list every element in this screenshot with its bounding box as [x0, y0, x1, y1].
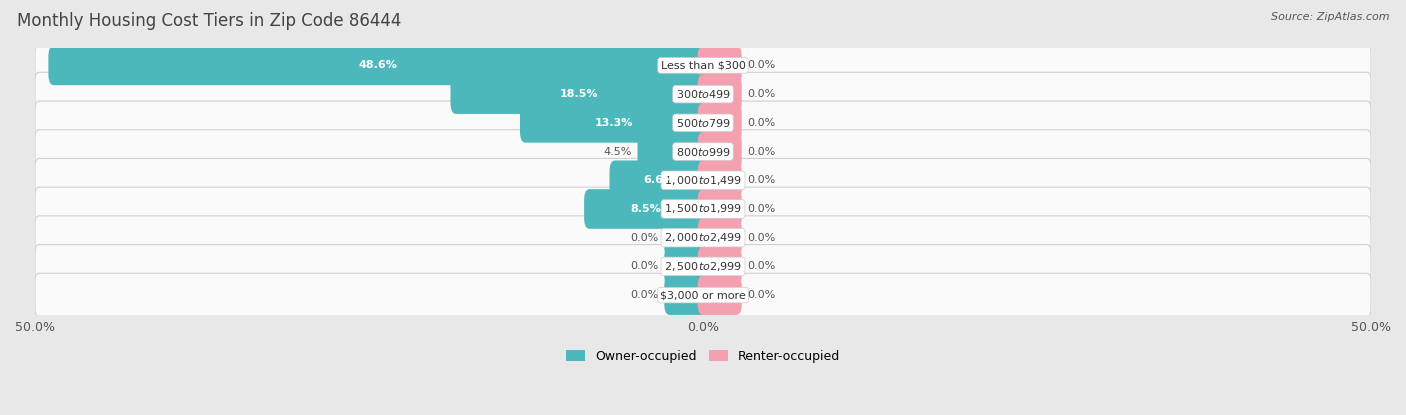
Text: 0.0%: 0.0% — [747, 175, 775, 185]
Text: $2,500 to $2,999: $2,500 to $2,999 — [664, 260, 742, 273]
FancyBboxPatch shape — [697, 161, 742, 200]
FancyBboxPatch shape — [48, 46, 709, 85]
Text: 0.0%: 0.0% — [631, 233, 659, 243]
FancyBboxPatch shape — [35, 273, 1371, 317]
Text: 0.0%: 0.0% — [747, 118, 775, 128]
FancyBboxPatch shape — [35, 159, 1371, 202]
FancyBboxPatch shape — [697, 103, 742, 143]
FancyBboxPatch shape — [697, 275, 742, 315]
FancyBboxPatch shape — [697, 218, 742, 257]
Text: 6.6%: 6.6% — [644, 175, 675, 185]
FancyBboxPatch shape — [35, 44, 1371, 87]
FancyBboxPatch shape — [450, 74, 709, 114]
Text: $2,000 to $2,499: $2,000 to $2,499 — [664, 231, 742, 244]
FancyBboxPatch shape — [35, 101, 1371, 145]
FancyBboxPatch shape — [664, 218, 709, 257]
Text: 13.3%: 13.3% — [595, 118, 633, 128]
Text: 8.5%: 8.5% — [631, 204, 662, 214]
Text: 0.0%: 0.0% — [747, 146, 775, 156]
FancyBboxPatch shape — [664, 247, 709, 286]
FancyBboxPatch shape — [35, 187, 1371, 231]
Text: 0.0%: 0.0% — [747, 233, 775, 243]
FancyBboxPatch shape — [583, 189, 709, 229]
Text: 0.0%: 0.0% — [747, 261, 775, 271]
Text: 18.5%: 18.5% — [560, 89, 599, 99]
Legend: Owner-occupied, Renter-occupied: Owner-occupied, Renter-occupied — [561, 345, 845, 368]
Text: Monthly Housing Cost Tiers in Zip Code 86444: Monthly Housing Cost Tiers in Zip Code 8… — [17, 12, 401, 30]
Text: $500 to $799: $500 to $799 — [675, 117, 731, 129]
Text: 0.0%: 0.0% — [631, 261, 659, 271]
FancyBboxPatch shape — [664, 275, 709, 315]
Text: Less than $300: Less than $300 — [661, 61, 745, 71]
Text: $800 to $999: $800 to $999 — [675, 146, 731, 158]
FancyBboxPatch shape — [35, 216, 1371, 259]
FancyBboxPatch shape — [35, 72, 1371, 116]
Text: $300 to $499: $300 to $499 — [675, 88, 731, 100]
FancyBboxPatch shape — [35, 130, 1371, 173]
FancyBboxPatch shape — [609, 161, 709, 200]
Text: 48.6%: 48.6% — [359, 61, 398, 71]
FancyBboxPatch shape — [35, 244, 1371, 288]
FancyBboxPatch shape — [697, 247, 742, 286]
Text: 0.0%: 0.0% — [747, 89, 775, 99]
Text: 4.5%: 4.5% — [603, 146, 633, 156]
Text: 0.0%: 0.0% — [747, 290, 775, 300]
Text: $3,000 or more: $3,000 or more — [661, 290, 745, 300]
Text: 0.0%: 0.0% — [747, 204, 775, 214]
Text: 0.0%: 0.0% — [631, 290, 659, 300]
FancyBboxPatch shape — [520, 103, 709, 143]
Text: 0.0%: 0.0% — [747, 61, 775, 71]
FancyBboxPatch shape — [697, 46, 742, 85]
FancyBboxPatch shape — [697, 189, 742, 229]
FancyBboxPatch shape — [697, 132, 742, 171]
Text: $1,500 to $1,999: $1,500 to $1,999 — [664, 203, 742, 215]
FancyBboxPatch shape — [697, 74, 742, 114]
Text: $1,000 to $1,499: $1,000 to $1,499 — [664, 174, 742, 187]
Text: Source: ZipAtlas.com: Source: ZipAtlas.com — [1271, 12, 1389, 22]
FancyBboxPatch shape — [637, 132, 709, 171]
